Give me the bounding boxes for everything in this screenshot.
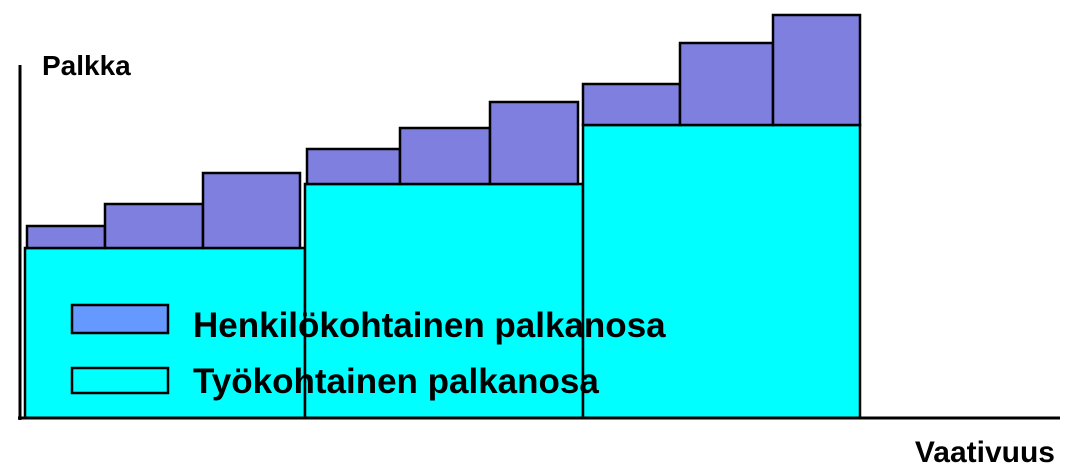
personal-block <box>581 82 682 127</box>
legend-label: Henkilökohtainen palkanosa <box>193 306 666 345</box>
personal-block <box>103 202 205 250</box>
personal-block <box>25 224 107 250</box>
legend-label: Työkohtainen palkanosa <box>193 362 599 401</box>
personal-block <box>398 126 492 186</box>
legend-swatch <box>70 366 170 395</box>
personal-block <box>488 100 580 186</box>
personal-block <box>771 13 862 127</box>
personal-block <box>305 147 402 186</box>
y-axis-label: Palkka <box>42 50 131 81</box>
x-axis-label: Vaativuus <box>915 436 1055 469</box>
personal-block <box>678 41 775 127</box>
personal-block <box>201 171 302 250</box>
legend-swatch <box>70 303 170 335</box>
job-block <box>303 182 585 420</box>
job-block <box>581 123 862 420</box>
